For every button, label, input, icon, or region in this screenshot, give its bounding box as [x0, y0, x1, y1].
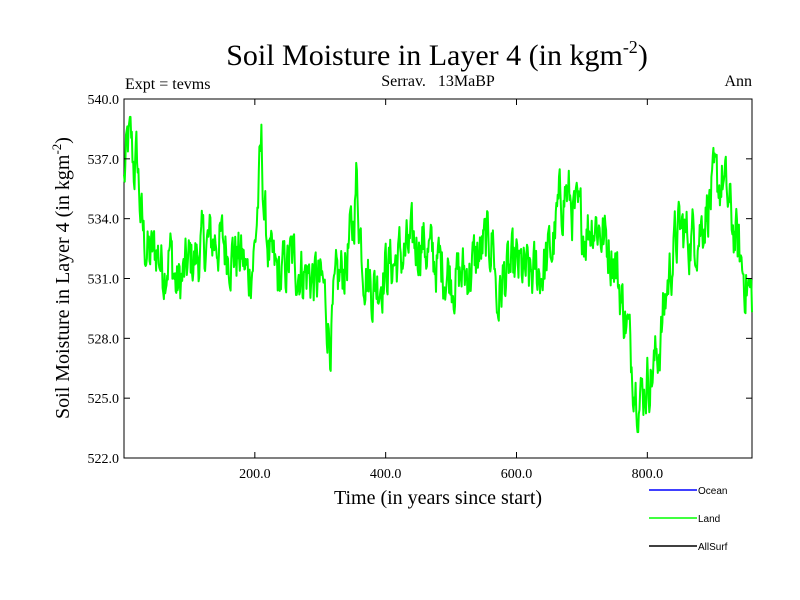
- y-axis-label: Soil Moisture in Layer 4 (in kgm-2): [49, 137, 74, 419]
- y-tick-label-0: 522.0: [88, 452, 120, 467]
- subtitle-period: Serrav. 13MaBP: [381, 73, 495, 90]
- legend-allsurf-label: AllSurf: [698, 542, 728, 553]
- series-group: [123, 115, 753, 434]
- x-axis-label: Time (in years since start): [334, 487, 542, 509]
- legend: Ocean Land AllSurf: [649, 486, 728, 553]
- subtitle-season: Ann: [724, 73, 752, 90]
- y-tick-label-1: 525.0: [88, 392, 120, 407]
- y-tick-label-6: 540.0: [88, 93, 120, 108]
- subtitle-experiment: Expt = tevms: [125, 76, 210, 93]
- x-tick-label-2: 600.0: [501, 467, 533, 482]
- chart-title: Soil Moisture in Layer 4 (in kgm-2): [226, 37, 648, 72]
- y-tick-label-3: 531.0: [88, 273, 120, 288]
- series-line-land: [123, 115, 753, 434]
- legend-land-label: Land: [698, 514, 720, 525]
- legend-ocean-label: Ocean: [698, 486, 727, 497]
- x-tick-label-1: 400.0: [370, 467, 402, 482]
- x-tick-label-3: 800.0: [632, 467, 664, 482]
- y-axis-ticks: 522.0 525.0 528.0 531.0 534.0 537.0 540.0: [88, 93, 752, 467]
- plot-frame: [123, 98, 753, 459]
- y-tick-label-4: 534.0: [88, 213, 120, 228]
- x-tick-label-0: 200.0: [239, 467, 271, 482]
- x-axis-ticks: 200.0 400.0 600.0 800.0: [239, 99, 663, 482]
- y-tick-label-2: 528.0: [88, 332, 120, 347]
- y-tick-label-5: 537.0: [88, 153, 120, 168]
